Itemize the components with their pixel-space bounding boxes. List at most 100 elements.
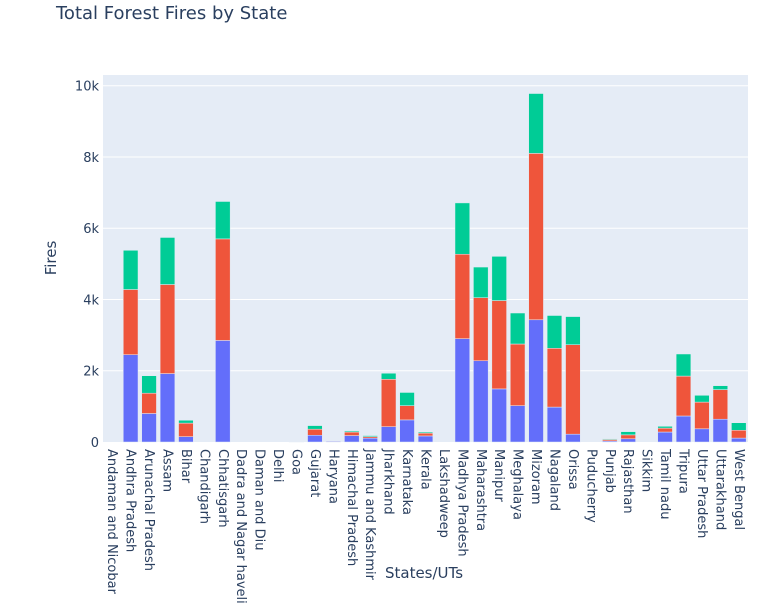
y-tick-label: 8k [83, 151, 99, 166]
x-tick-label: Meghalaya [510, 449, 525, 520]
bar-segment[interactable] [694, 395, 710, 403]
x-tick-label: Himachal Pradesh [344, 449, 359, 566]
bar-segment[interactable] [712, 385, 728, 390]
y-tick-labels: 0 2k 4k 6k 8k 10k [75, 80, 100, 451]
x-tick-label: Kerala [418, 449, 433, 490]
x-tick-label: Andaman and Nicobar [104, 449, 119, 595]
bar-segment[interactable] [731, 429, 747, 439]
bar-segment[interactable] [546, 315, 563, 349]
bar-segment[interactable] [178, 422, 194, 437]
bar-segment[interactable] [381, 379, 397, 427]
x-tick-label: West Bengal [731, 449, 746, 530]
bar-segment[interactable] [454, 338, 470, 443]
bar-segment[interactable] [454, 253, 470, 339]
bar-segment[interactable] [546, 406, 563, 443]
bar-segment[interactable] [159, 284, 176, 374]
bar-segment[interactable] [694, 428, 710, 443]
bar-segment[interactable] [399, 392, 415, 406]
bar-segment[interactable] [123, 250, 139, 290]
bar-segment[interactable] [344, 430, 360, 433]
bar-segment[interactable] [712, 389, 728, 420]
bar-segment[interactable] [215, 340, 231, 443]
bar-segment[interactable] [657, 431, 673, 443]
bar-segment[interactable] [399, 405, 415, 421]
x-tick-labels: Andaman and Nicobar Andhra Pradesh Arunach… [104, 448, 746, 604]
x-tick-label: Madhya Pradesh [454, 449, 469, 557]
bar-segment[interactable] [675, 353, 692, 377]
bar-segment[interactable] [565, 316, 581, 345]
y-tick-label: 0 [91, 436, 99, 451]
bar-segment[interactable] [362, 437, 378, 443]
bar-segment[interactable] [473, 266, 489, 298]
bar-segment[interactable] [417, 432, 434, 437]
bar-segment[interactable] [602, 438, 618, 440]
x-tick-label: Jharkhand [381, 448, 396, 515]
x-tick-label: Daman and Diu [252, 449, 267, 550]
x-tick-label: Nagaland [547, 449, 562, 511]
bar-segment[interactable] [141, 375, 157, 394]
y-axis-title: Fires [42, 241, 60, 276]
bar-segment[interactable] [731, 437, 747, 443]
x-tick-label: Arunachal Pradesh [141, 449, 156, 571]
bar-segment[interactable] [473, 297, 489, 362]
bar-segment[interactable] [454, 202, 470, 255]
y-tick-label: 6k [83, 222, 99, 237]
bar-segment[interactable] [159, 373, 176, 443]
x-tick-label: Uttar Pradesh [694, 449, 709, 538]
bar-segment[interactable] [473, 360, 489, 443]
bar-segment[interactable] [731, 422, 747, 431]
bar-segment[interactable] [510, 405, 526, 443]
bar-segment[interactable] [381, 372, 397, 380]
bar-segment[interactable] [510, 343, 526, 406]
bar-segment[interactable] [307, 434, 323, 443]
bar-segment[interactable] [675, 375, 692, 417]
bar-segment[interactable] [123, 289, 139, 355]
bar-segment[interactable] [178, 420, 194, 424]
bar-segment[interactable] [159, 237, 176, 285]
bar-segment[interactable] [307, 425, 323, 430]
bar-segment[interactable] [620, 431, 636, 436]
bar-segment[interactable] [620, 438, 636, 443]
bar-segment[interactable] [528, 93, 544, 154]
bar-segment[interactable] [510, 312, 526, 345]
bar-segment[interactable] [123, 354, 139, 443]
x-tick-label: Andhra Pradesh [123, 449, 138, 552]
bar-segment[interactable] [657, 426, 673, 429]
bar-segment[interactable] [657, 427, 673, 433]
bar-segment[interactable] [565, 433, 581, 443]
bar-segment[interactable] [344, 431, 360, 436]
x-tick-label: Gujarat [307, 449, 322, 497]
bar-segment[interactable] [362, 435, 378, 437]
y-tick-label: 4k [83, 293, 99, 308]
bar-segment[interactable] [712, 418, 728, 443]
x-axis-title: States/UTs [385, 564, 463, 582]
y-tick-label: 10k [75, 80, 100, 95]
bar-segment[interactable] [620, 434, 636, 440]
x-tick-label: Orissa [565, 449, 580, 490]
bar-segment[interactable] [528, 319, 544, 443]
bar-segment[interactable] [491, 256, 507, 301]
bar-segment[interactable] [141, 392, 157, 414]
bar-segment[interactable] [381, 426, 397, 443]
bar-segment[interactable] [307, 428, 323, 436]
bar-segment[interactable] [215, 201, 231, 240]
bar-segment[interactable] [417, 435, 434, 443]
x-tick-label: Uttarakhand [712, 449, 727, 530]
bar-segment[interactable] [178, 436, 194, 443]
x-tick-label: Manipur [491, 449, 506, 503]
bar-segment[interactable] [565, 344, 581, 435]
plot-area [103, 75, 748, 442]
x-tick-label: Delhi [270, 449, 285, 482]
bar-segment[interactable] [694, 401, 710, 430]
bar-segment[interactable] [491, 300, 507, 390]
bar-segment[interactable] [417, 431, 434, 434]
bar-segment[interactable] [491, 388, 507, 443]
bar-segment[interactable] [528, 153, 544, 321]
bar-segment[interactable] [675, 415, 692, 443]
bar-segment[interactable] [399, 419, 415, 443]
bar-segment[interactable] [215, 238, 231, 341]
bar-segment[interactable] [546, 348, 563, 408]
bar-segment[interactable] [344, 435, 360, 443]
bar-segment[interactable] [141, 413, 157, 443]
